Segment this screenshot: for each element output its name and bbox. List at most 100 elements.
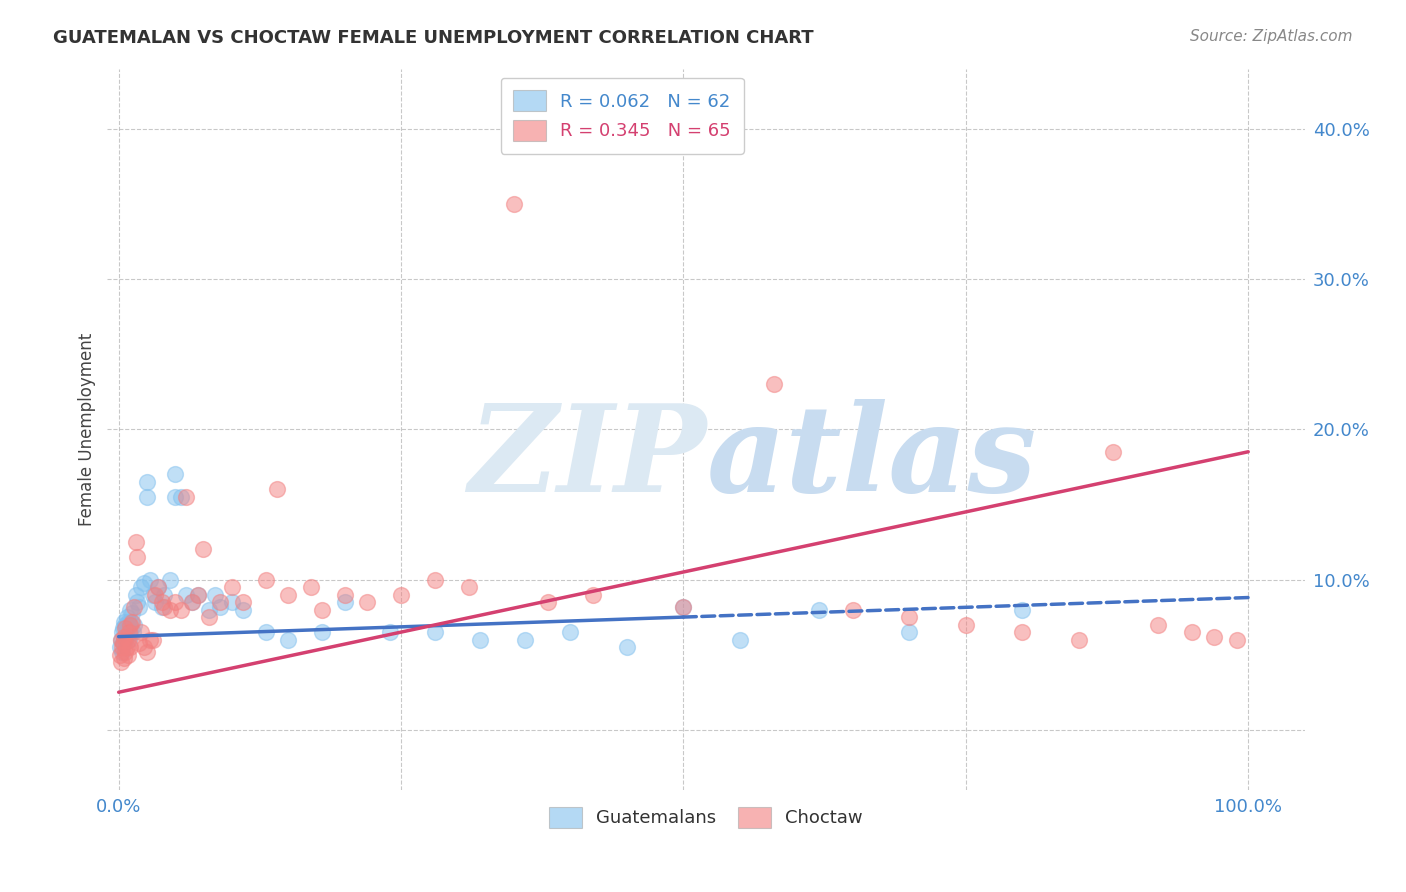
Point — [159, 602, 181, 616]
Point — [193, 542, 215, 557]
Point — [728, 632, 751, 647]
Point — [1181, 625, 1204, 640]
Point — [118, 602, 141, 616]
Point — [150, 599, 173, 614]
Point — [187, 588, 209, 602]
Point — [114, 621, 136, 635]
Point — [187, 588, 209, 602]
Point — [122, 625, 145, 640]
Point — [254, 573, 277, 587]
Point — [135, 490, 157, 504]
Point — [232, 595, 254, 609]
Point — [170, 490, 193, 504]
Point — [139, 573, 162, 587]
Point — [148, 580, 170, 594]
Point — [176, 588, 198, 602]
Point — [121, 606, 143, 620]
Point — [135, 475, 157, 489]
Point — [389, 588, 412, 602]
Point — [153, 588, 176, 602]
Point — [898, 625, 921, 640]
Point — [333, 588, 356, 602]
Point — [108, 648, 131, 662]
Point — [112, 635, 135, 649]
Point — [221, 595, 243, 609]
Point — [124, 588, 146, 602]
Point — [181, 595, 204, 609]
Point — [129, 625, 152, 640]
Point — [1011, 625, 1033, 640]
Point — [503, 196, 526, 211]
Point — [111, 645, 134, 659]
Point — [114, 645, 136, 659]
Point — [118, 625, 141, 640]
Point — [159, 573, 181, 587]
Point — [115, 640, 138, 654]
Point — [125, 595, 148, 609]
Point — [356, 595, 378, 609]
Point — [762, 377, 785, 392]
Point — [128, 599, 150, 614]
Point — [423, 573, 446, 587]
Point — [110, 632, 132, 647]
Point — [142, 632, 165, 647]
Point — [842, 602, 865, 616]
Point — [209, 595, 232, 609]
Point — [112, 650, 135, 665]
Point — [1226, 632, 1249, 647]
Point — [150, 595, 173, 609]
Point — [148, 580, 170, 594]
Point — [115, 610, 138, 624]
Text: GUATEMALAN VS CHOCTAW FEMALE UNEMPLOYMENT CORRELATION CHART: GUATEMALAN VS CHOCTAW FEMALE UNEMPLOYMEN… — [53, 29, 814, 46]
Point — [560, 625, 582, 640]
Point — [378, 625, 401, 640]
Point — [266, 483, 288, 497]
Point — [165, 467, 187, 482]
Point — [112, 630, 135, 644]
Point — [111, 640, 134, 654]
Point — [299, 580, 322, 594]
Text: Source: ZipAtlas.com: Source: ZipAtlas.com — [1189, 29, 1353, 44]
Point — [232, 602, 254, 616]
Point — [117, 632, 139, 647]
Point — [118, 632, 141, 647]
Point — [112, 630, 135, 644]
Point — [118, 617, 141, 632]
Point — [128, 635, 150, 649]
Point — [108, 640, 131, 654]
Point — [143, 588, 166, 602]
Text: ZIP: ZIP — [468, 399, 706, 517]
Point — [423, 625, 446, 640]
Point — [125, 549, 148, 564]
Point — [1011, 602, 1033, 616]
Point — [176, 490, 198, 504]
Point — [198, 610, 221, 624]
Point — [118, 640, 141, 654]
Point — [114, 617, 136, 632]
Point — [142, 588, 165, 602]
Point — [616, 640, 638, 654]
Point — [143, 595, 166, 609]
Point — [135, 645, 157, 659]
Point — [277, 632, 299, 647]
Y-axis label: Female Unemployment: Female Unemployment — [79, 333, 96, 526]
Point — [468, 632, 491, 647]
Point — [1067, 632, 1090, 647]
Point — [457, 580, 479, 594]
Point — [132, 640, 155, 654]
Point — [181, 595, 204, 609]
Point — [115, 625, 138, 640]
Point — [118, 617, 141, 632]
Point — [209, 599, 232, 614]
Point — [672, 599, 695, 614]
Point — [311, 602, 333, 616]
Point — [110, 632, 132, 647]
Legend: Guatemalans, Choctaw: Guatemalans, Choctaw — [543, 800, 870, 835]
Point — [311, 625, 333, 640]
Point — [1147, 617, 1170, 632]
Point — [124, 599, 146, 614]
Point — [898, 610, 921, 624]
Point — [117, 648, 139, 662]
Point — [111, 625, 134, 640]
Point — [121, 615, 143, 629]
